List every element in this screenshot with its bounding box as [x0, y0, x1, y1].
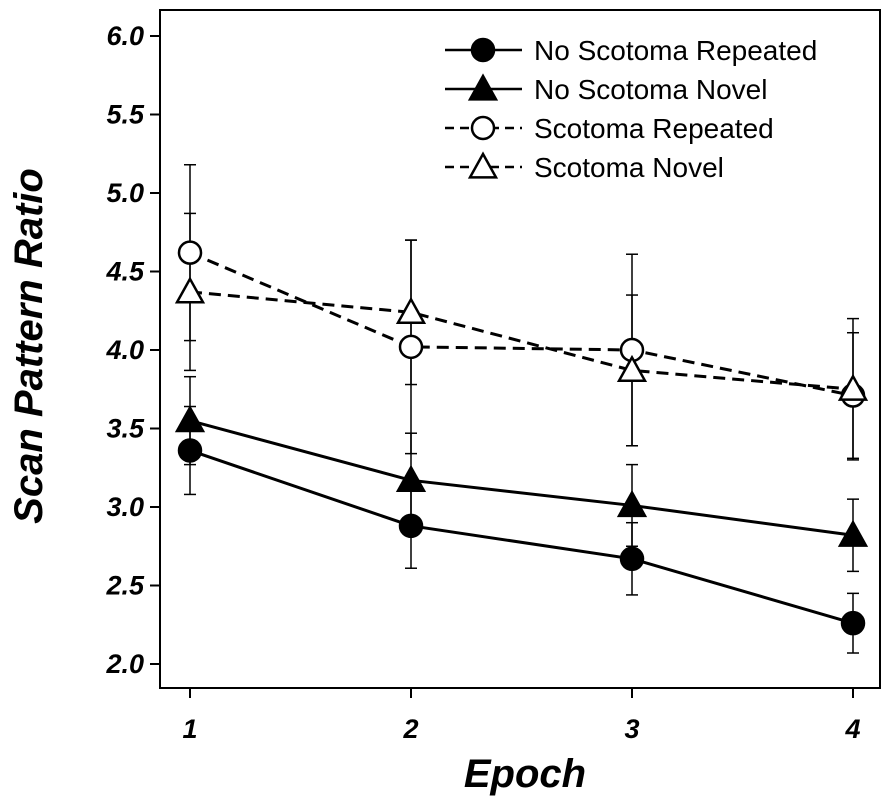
series-lines [189, 251, 854, 625]
x-tick-label: 2 [402, 714, 418, 744]
legend-label: Scotoma Repeated [534, 113, 774, 144]
legend-marker [467, 151, 499, 179]
x-axis: 1 2 3 4 [182, 688, 861, 744]
y-tick-label: 4.5 [105, 257, 145, 287]
y-tick-label: 2.0 [105, 649, 144, 679]
series-3-point [398, 334, 424, 360]
x-axis-title: Epoch [464, 752, 586, 796]
legend-marker [467, 73, 499, 101]
data-markers [174, 240, 869, 636]
legend-marker [470, 37, 496, 63]
y-tick-label: 3.5 [106, 414, 145, 444]
legend-label: No Scotoma Novel [534, 74, 767, 105]
legend-marker [470, 115, 496, 141]
y-tick-label: 3.0 [106, 492, 144, 522]
series-line-2 [189, 419, 854, 537]
series-2-point [174, 405, 206, 433]
y-tick-label: 2.5 [105, 571, 145, 601]
series-2-point [616, 489, 648, 518]
x-tick-label: 3 [624, 714, 639, 744]
y-tick-label: 4.0 [105, 335, 144, 365]
series-line-1 [189, 449, 854, 625]
series-2-point [837, 519, 869, 547]
series-1-point [398, 513, 424, 539]
y-axis: 2.0 2.5 3.0 3.5 4.0 4.5 5.0 5.5 6.0 [105, 21, 160, 679]
series-1-point [840, 610, 866, 636]
series-1-point [619, 546, 645, 572]
series-2-point [395, 464, 427, 492]
series-3-point [177, 240, 203, 265]
series-4-point [395, 296, 427, 324]
x-tick-label: 4 [844, 714, 860, 744]
x-tick-label: 1 [182, 714, 197, 744]
series-line-4 [189, 290, 854, 391]
legend-label: Scotoma Novel [534, 152, 724, 183]
legend: No Scotoma Repeated No Scotoma Novel Scoto… [445, 35, 817, 183]
y-tick-label: 6.0 [106, 21, 144, 51]
legend-label: No Scotoma Repeated [534, 35, 817, 66]
y-tick-label: 5.5 [106, 100, 145, 130]
error-bars [184, 163, 859, 654]
series-4-point [837, 373, 869, 401]
series-4-point [174, 276, 206, 304]
series-1-point [177, 438, 203, 463]
series-line-3 [189, 251, 854, 397]
y-axis-title: Scan Pattern Ratio [7, 168, 51, 524]
y-tick-label: 5.0 [106, 178, 144, 208]
series-4-point [616, 354, 648, 383]
